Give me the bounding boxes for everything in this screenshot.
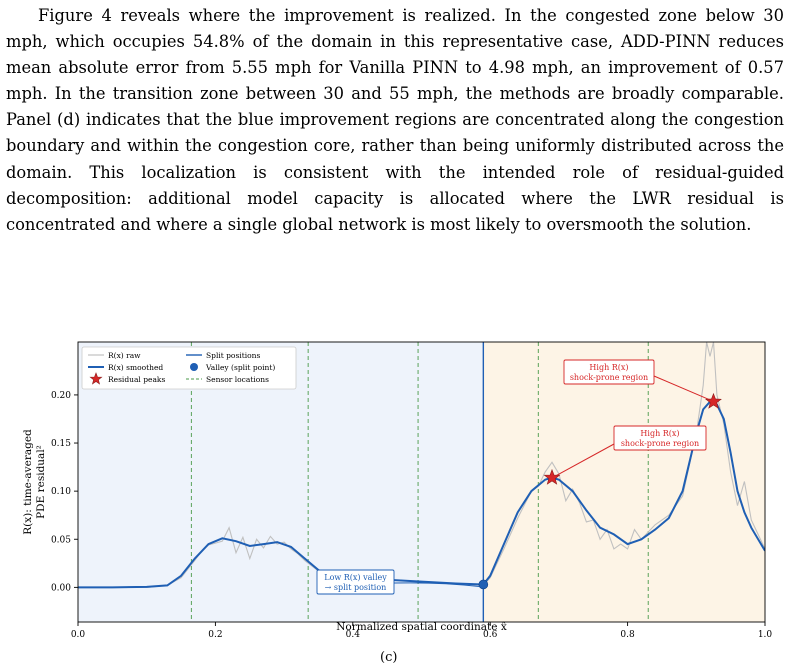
right-subdomain-region <box>483 342 765 622</box>
peak-annotation-mid-arrow <box>555 443 615 477</box>
legend-box <box>81 346 297 390</box>
x-tick-label: 0.0 <box>71 630 86 640</box>
smoothed-residual-line <box>78 400 765 589</box>
x-tick-label: 1.0 <box>758 630 773 640</box>
residual-peak-marker <box>705 392 722 409</box>
legend-valley-swatch <box>190 363 198 371</box>
legend-valley-label: Valley (split point) <box>205 363 275 372</box>
y-tick-label: 0.15 <box>51 439 71 449</box>
y-axis-label-line2: PDE residual² <box>35 445 47 519</box>
y-tick-label: 0.10 <box>51 487 71 497</box>
peak-annotation-mid-line1: High R(x) <box>640 429 679 438</box>
x-tick-label: 0.4 <box>346 630 361 640</box>
y-tick-label: 0.00 <box>51 583 71 593</box>
legend-peaks-label: Residual peaks <box>108 375 165 384</box>
peak-annotation-box-mid <box>613 425 707 451</box>
valley-annotation-line1: Low R(x) valley <box>324 573 387 582</box>
y-axis-label-line1: R(x): time-averaged <box>22 429 34 535</box>
body-paragraph: Figure 4 reveals where the improvement i… <box>6 6 784 234</box>
plot-frame <box>77 341 766 623</box>
y-tick-label: 0.20 <box>51 391 71 401</box>
legend-split-label: Split positions <box>206 351 260 360</box>
x-tick-label: 0.8 <box>620 630 635 640</box>
peak-annotation-mid-line2: shock-prone region <box>621 439 699 448</box>
x-tick-label: 0.6 <box>483 630 498 640</box>
residual-chart: 0.0 0.2 0.4 0.6 0.8 1.0 0.00 0.05 0.10 0.15 0.20 R… <box>22 341 773 640</box>
legend-peaks-swatch <box>89 372 103 385</box>
valley-annotation-box <box>316 569 395 595</box>
valley-annotation-arrow <box>393 582 480 587</box>
residual-figure: 0.0 0.2 0.4 0.6 0.8 1.0 0.00 0.05 0.10 0.15 0.20 R… <box>0 330 788 667</box>
valley-annotation-line2: → split position <box>325 583 387 592</box>
x-axis-label: Normalized spatial coordinate x̂ <box>336 621 507 633</box>
x-tick-label: 0.2 <box>208 630 222 640</box>
peak-annotation-top-line1: High R(x) <box>589 363 628 372</box>
y-tick-label: 0.05 <box>51 535 71 545</box>
legend-raw-label: R(x) raw <box>108 351 141 360</box>
valley-marker <box>478 579 489 590</box>
legend-smoothed-label: R(x) smoothed <box>108 363 163 372</box>
peak-annotation-box-top <box>563 359 655 385</box>
peak-annotation-top-line2: shock-prone region <box>570 373 648 382</box>
sub-figure-label: (c) <box>380 650 398 665</box>
legend-sensors-label: Sensor locations <box>206 375 269 384</box>
residual-peak-marker <box>543 468 561 485</box>
peak-annotation-top-arrow <box>653 375 710 401</box>
